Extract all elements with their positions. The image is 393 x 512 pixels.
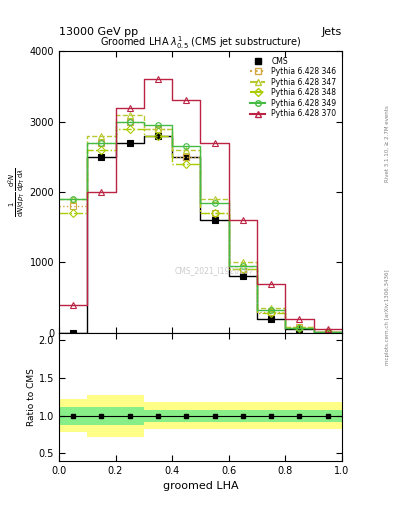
Pythia 6.428 349 (241, 263, 245, 269)
Pythia 6.428 370 (212, 140, 217, 146)
Pythia 6.428 346 (325, 329, 330, 335)
Text: 13000 GeV pp: 13000 GeV pp (59, 27, 138, 37)
Pythia 6.428 346 (212, 210, 217, 216)
Pythia 6.428 348 (99, 146, 104, 153)
X-axis label: groomed LHA: groomed LHA (163, 481, 238, 491)
Line: Pythia 6.428 349: Pythia 6.428 349 (70, 119, 331, 335)
Pythia 6.428 347 (212, 196, 217, 202)
Pythia 6.428 348 (71, 210, 75, 216)
Pythia 6.428 347 (269, 305, 274, 311)
Pythia 6.428 347 (184, 146, 189, 153)
Pythia 6.428 349 (212, 200, 217, 206)
Pythia 6.428 348 (212, 210, 217, 216)
Pythia 6.428 349 (325, 329, 330, 335)
Text: mcplots.cern.ch [arXiv:1306.3436]: mcplots.cern.ch [arXiv:1306.3436] (385, 270, 390, 365)
Y-axis label: Ratio to CMS: Ratio to CMS (27, 368, 36, 426)
CMS (184, 154, 189, 160)
Pythia 6.428 348 (184, 161, 189, 167)
CMS (269, 315, 274, 322)
Pythia 6.428 370 (184, 97, 189, 103)
Pythia 6.428 349 (99, 140, 104, 146)
Pythia 6.428 370 (325, 326, 330, 332)
Text: CMS_2021_I1920187: CMS_2021_I1920187 (175, 266, 254, 275)
Pythia 6.428 370 (99, 189, 104, 195)
Pythia 6.428 349 (184, 143, 189, 150)
CMS (212, 217, 217, 223)
Title: Groomed LHA $\lambda^{1}_{0.5}$ (CMS jet substructure): Groomed LHA $\lambda^{1}_{0.5}$ (CMS jet… (100, 34, 301, 51)
Pythia 6.428 348 (297, 325, 302, 331)
Line: Pythia 6.428 347: Pythia 6.428 347 (70, 112, 331, 335)
Pythia 6.428 349 (71, 196, 75, 202)
Text: Jets: Jets (321, 27, 342, 37)
CMS (241, 273, 245, 280)
Pythia 6.428 370 (127, 104, 132, 111)
CMS (156, 133, 160, 139)
Pythia 6.428 370 (71, 302, 75, 308)
CMS (325, 329, 330, 335)
CMS (71, 330, 75, 336)
Pythia 6.428 347 (99, 133, 104, 139)
Pythia 6.428 348 (325, 329, 330, 335)
Pythia 6.428 348 (269, 310, 274, 316)
Line: Pythia 6.428 348: Pythia 6.428 348 (70, 126, 331, 335)
Line: Pythia 6.428 346: Pythia 6.428 346 (70, 119, 331, 335)
Pythia 6.428 349 (297, 325, 302, 331)
Pythia 6.428 370 (269, 281, 274, 287)
CMS (297, 326, 302, 332)
Pythia 6.428 349 (269, 307, 274, 313)
Pythia 6.428 370 (156, 76, 160, 82)
Pythia 6.428 347 (297, 324, 302, 330)
Pythia 6.428 347 (156, 125, 160, 132)
Pythia 6.428 348 (156, 133, 160, 139)
Text: Rivet 3.1.10, ≥ 2.7M events: Rivet 3.1.10, ≥ 2.7M events (385, 105, 390, 182)
Pythia 6.428 349 (156, 122, 160, 128)
Line: CMS: CMS (70, 133, 331, 335)
Pythia 6.428 346 (269, 309, 274, 315)
Pythia 6.428 347 (241, 259, 245, 265)
Pythia 6.428 346 (71, 203, 75, 209)
Pythia 6.428 346 (99, 140, 104, 146)
Line: Pythia 6.428 370: Pythia 6.428 370 (70, 77, 331, 332)
Pythia 6.428 370 (297, 315, 302, 322)
Pythia 6.428 346 (156, 125, 160, 132)
Pythia 6.428 346 (184, 154, 189, 160)
Pythia 6.428 347 (325, 329, 330, 335)
Pythia 6.428 370 (241, 217, 245, 223)
Pythia 6.428 346 (241, 266, 245, 272)
Y-axis label: $\frac{1}{\mathrm{d}N/\mathrm{d}p_\mathrm{T}}\,\frac{\mathrm{d}^2N}{\mathrm{d}p_: $\frac{1}{\mathrm{d}N/\mathrm{d}p_\mathr… (6, 167, 27, 217)
Pythia 6.428 347 (127, 112, 132, 118)
Pythia 6.428 348 (127, 125, 132, 132)
Legend: CMS, Pythia 6.428 346, Pythia 6.428 347, Pythia 6.428 348, Pythia 6.428 349, Pyt: CMS, Pythia 6.428 346, Pythia 6.428 347,… (248, 55, 338, 120)
Pythia 6.428 346 (127, 119, 132, 125)
CMS (99, 154, 104, 160)
Pythia 6.428 346 (297, 324, 302, 330)
Pythia 6.428 348 (241, 266, 245, 272)
Pythia 6.428 349 (127, 119, 132, 125)
CMS (127, 140, 132, 146)
Pythia 6.428 347 (71, 196, 75, 202)
